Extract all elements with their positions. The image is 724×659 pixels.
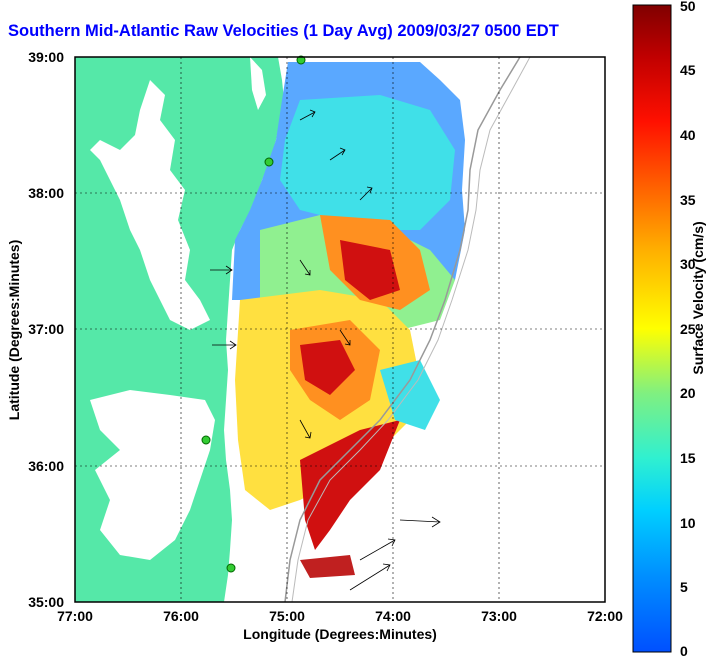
colorbar-tick: 0 xyxy=(680,643,688,659)
colorbar-tick: 20 xyxy=(680,385,696,401)
colorbar-tick: 45 xyxy=(680,62,696,78)
colorbar-label: Surface Velocity (cm/s) xyxy=(690,221,706,375)
colorbar-tick: 30 xyxy=(680,256,696,272)
x-tick: 72:00 xyxy=(587,608,623,624)
plot-frame xyxy=(74,56,606,603)
station-marker xyxy=(264,157,274,167)
velocity-field-cyan xyxy=(280,95,455,230)
x-axis-label: Longitude (Degrees:Minutes) xyxy=(243,626,437,642)
map-title: Southern Mid-Atlantic Raw Velocities (1 … xyxy=(8,22,559,40)
shelf-contour xyxy=(284,57,521,602)
y-tick: 37:00 xyxy=(28,321,64,337)
albemarle-sound xyxy=(90,390,215,560)
y-tick: 38:00 xyxy=(28,185,64,201)
y-tick: 39:00 xyxy=(28,49,64,65)
grid xyxy=(75,57,605,602)
colorbar-tick: 5 xyxy=(680,579,688,595)
x-tick: 76:00 xyxy=(163,608,199,624)
x-tick: 75:00 xyxy=(269,608,305,624)
x-tick: 74:00 xyxy=(375,608,411,624)
chesapeake-bay xyxy=(90,80,210,330)
y-tick: 35:00 xyxy=(28,594,64,610)
station-marker xyxy=(226,563,236,573)
colorbar-tick: 40 xyxy=(680,127,696,143)
colorbar-tick: 10 xyxy=(680,515,696,531)
station-marker xyxy=(201,435,211,445)
colorbar-tick: 50 xyxy=(680,0,696,14)
x-tick: 77:00 xyxy=(57,608,93,624)
velocity-field-cyan-south xyxy=(380,360,440,430)
y-axis-label: Latitude (Degrees:Minutes) xyxy=(6,239,22,421)
velocity-field-red xyxy=(300,240,400,550)
colorbar-tick: 35 xyxy=(680,192,696,208)
colorbar-tick: 15 xyxy=(680,450,696,466)
colorbar xyxy=(632,4,672,653)
velocity-field-dark-south xyxy=(300,555,355,578)
velocity-vectors xyxy=(210,109,441,591)
station-marker xyxy=(296,55,306,65)
x-tick: 73:00 xyxy=(481,608,517,624)
colorbar-tick: 25 xyxy=(680,321,696,337)
delaware-bay xyxy=(250,57,266,110)
shelf-contour-2 xyxy=(291,57,531,602)
radar-stations xyxy=(201,55,306,573)
y-tick: 36:00 xyxy=(28,458,64,474)
